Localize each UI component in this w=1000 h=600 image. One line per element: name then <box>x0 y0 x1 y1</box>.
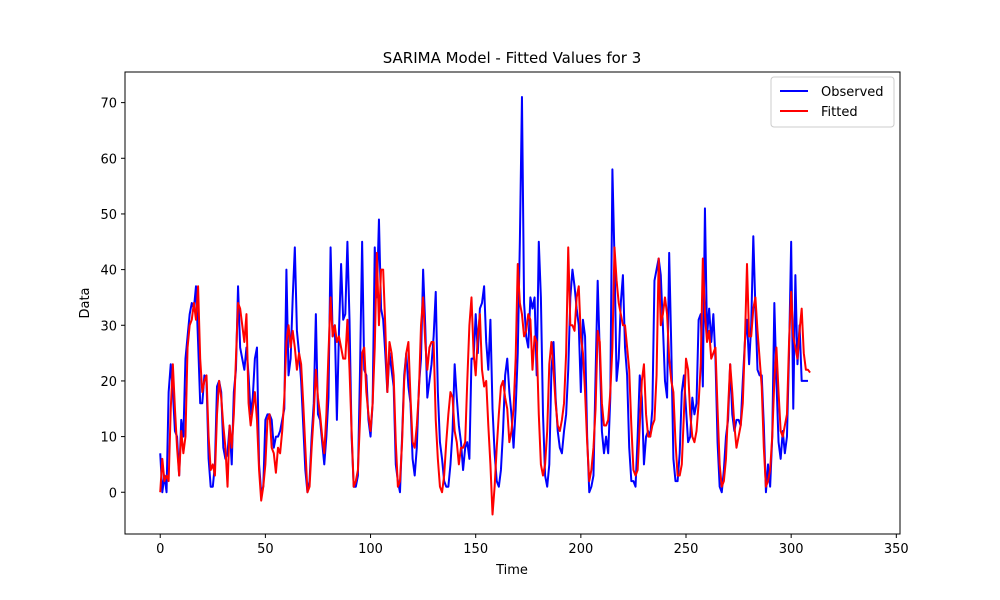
x-tick-label: 300 <box>779 542 804 557</box>
y-tick-label: 40 <box>100 264 117 279</box>
y-tick-label: 50 <box>100 208 117 223</box>
series-line-fitted <box>159 246 811 516</box>
x-tick-label: 250 <box>674 542 699 557</box>
axes-frame <box>124 71 901 535</box>
y-tick-label: 0 <box>109 486 117 501</box>
x-tick-label: 350 <box>884 542 909 557</box>
y-tick-label: 70 <box>100 97 117 112</box>
x-tick-label: 50 <box>257 542 274 557</box>
y-tick-label: 10 <box>100 431 117 446</box>
legend-frame <box>770 76 895 128</box>
legend: Observed Fitted <box>770 76 895 128</box>
x-tick-label: 150 <box>463 542 488 557</box>
x-axis: 0 50 100 150 200 250 300 350 <box>156 534 909 557</box>
y-tick-label: 20 <box>100 375 117 390</box>
series-line-observed <box>159 96 808 494</box>
x-axis-label: Time <box>495 563 528 578</box>
legend-observed-label: Observed <box>821 85 884 100</box>
x-tick-label: 100 <box>358 542 383 557</box>
series-layer <box>159 96 811 516</box>
y-axis-label: Data <box>78 287 93 318</box>
x-tick-label: 200 <box>568 542 593 557</box>
plot-area: 0 50 100 150 200 250 300 350 0 10 20 30 40 50 60 70 <box>100 71 909 557</box>
y-axis: 0 10 20 30 40 50 60 70 <box>100 97 125 501</box>
y-tick-label: 30 <box>100 319 117 334</box>
legend-fitted-label: Fitted <box>821 105 858 120</box>
chart-title: SARIMA Model - Fitted Values for 3 <box>383 49 642 67</box>
x-tick-label: 0 <box>156 542 164 557</box>
y-tick-label: 60 <box>100 152 117 167</box>
